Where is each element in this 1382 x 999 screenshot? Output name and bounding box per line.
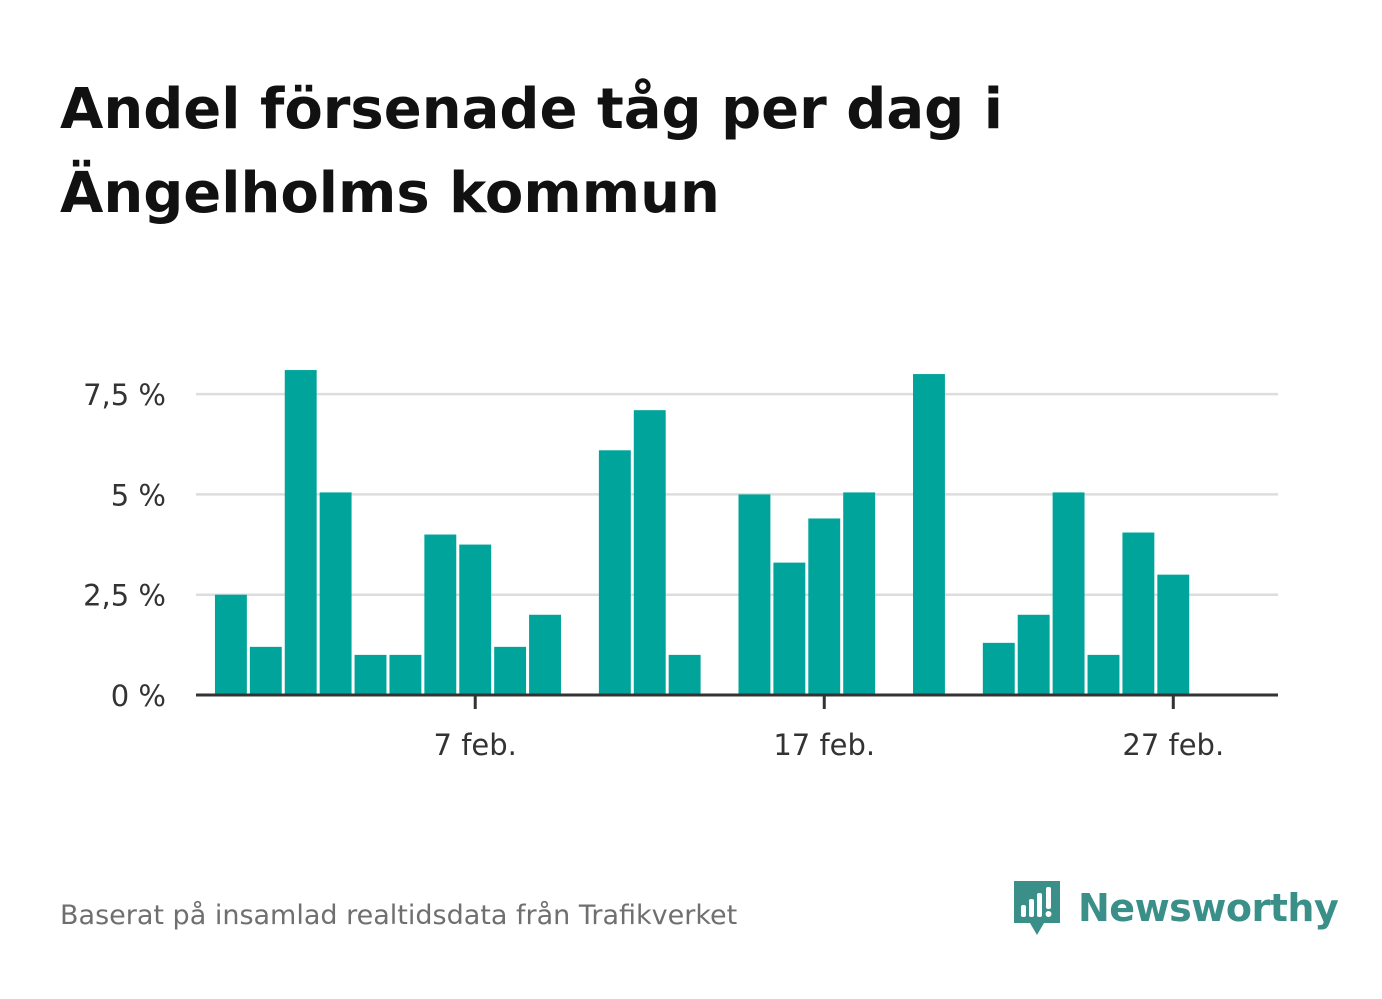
bar: [668, 654, 701, 695]
bar: [284, 370, 317, 695]
bars: [214, 370, 1190, 695]
bar: [843, 492, 876, 695]
y-tick-labels: 0 % 2,5 % 5 % 7,5 %: [83, 378, 166, 713]
bar: [319, 492, 352, 695]
bar: [598, 450, 631, 695]
bar: [529, 614, 561, 695]
bar: [354, 654, 387, 695]
bar: [249, 646, 282, 695]
bar: [633, 410, 666, 695]
bar: [808, 518, 841, 695]
bar: [1157, 574, 1190, 695]
x-tick-label: 7 feb.: [434, 728, 517, 762]
grid-lines: [196, 392, 1278, 596]
y-tick-label: 7,5 %: [83, 378, 166, 412]
brand-logo[interactable]: Newsworthy: [1010, 876, 1339, 940]
y-tick-label: 0 %: [111, 679, 166, 713]
chart-title: Andel försenade tåg per dag i Ängelholms…: [60, 77, 1003, 226]
bar: [459, 544, 492, 695]
bar: [424, 534, 457, 695]
bar: [389, 654, 422, 695]
x-tick-labels: 7 feb. 17 feb. 27 feb.: [434, 728, 1225, 762]
bar: [1017, 614, 1050, 695]
brand-name: Newsworthy: [1078, 886, 1339, 930]
bar: [1052, 492, 1085, 695]
x-tick-label: 27 feb.: [1122, 728, 1224, 762]
bar: [982, 642, 1015, 695]
newsworthy-chart-bubble-icon: [1014, 881, 1060, 935]
y-tick-label: 2,5 %: [83, 579, 166, 613]
y-tick-label: 5 %: [111, 478, 166, 512]
bar: [913, 374, 945, 695]
bar: [1087, 654, 1120, 695]
bar: [773, 562, 806, 695]
x-tick-label: 17 feb.: [773, 728, 875, 762]
bar: [214, 594, 247, 695]
bar: [738, 494, 771, 695]
source-note: Baserat på insamlad realtidsdata från Tr…: [60, 900, 738, 931]
bar: [1122, 532, 1155, 695]
x-axis: [196, 693, 1278, 709]
bar: [494, 646, 527, 695]
